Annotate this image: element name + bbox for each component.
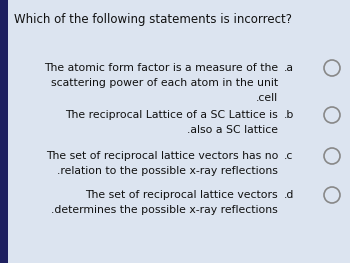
Text: .cell: .cell <box>256 93 278 103</box>
Text: The set of reciprocal lattice vectors: The set of reciprocal lattice vectors <box>85 190 278 200</box>
Text: .d: .d <box>284 190 294 200</box>
Text: .c: .c <box>284 151 293 161</box>
Text: .b: .b <box>284 110 294 120</box>
Text: .a: .a <box>284 63 294 73</box>
Text: .also a SC lattice: .also a SC lattice <box>187 125 278 135</box>
Text: .determines the possible x-ray reflections: .determines the possible x-ray reflectio… <box>51 205 278 215</box>
Text: The set of reciprocal lattice vectors has no: The set of reciprocal lattice vectors ha… <box>46 151 278 161</box>
Text: .relation to the possible x-ray reflections: .relation to the possible x-ray reflecti… <box>57 166 278 176</box>
Text: scattering power of each atom in the unit: scattering power of each atom in the uni… <box>51 78 278 88</box>
Bar <box>0 0 8 263</box>
Text: The atomic form factor is a measure of the: The atomic form factor is a measure of t… <box>44 63 278 73</box>
Text: The reciprocal Lattice of a SC Lattice is: The reciprocal Lattice of a SC Lattice i… <box>65 110 278 120</box>
Text: Which of the following statements is incorrect?: Which of the following statements is inc… <box>14 13 292 26</box>
